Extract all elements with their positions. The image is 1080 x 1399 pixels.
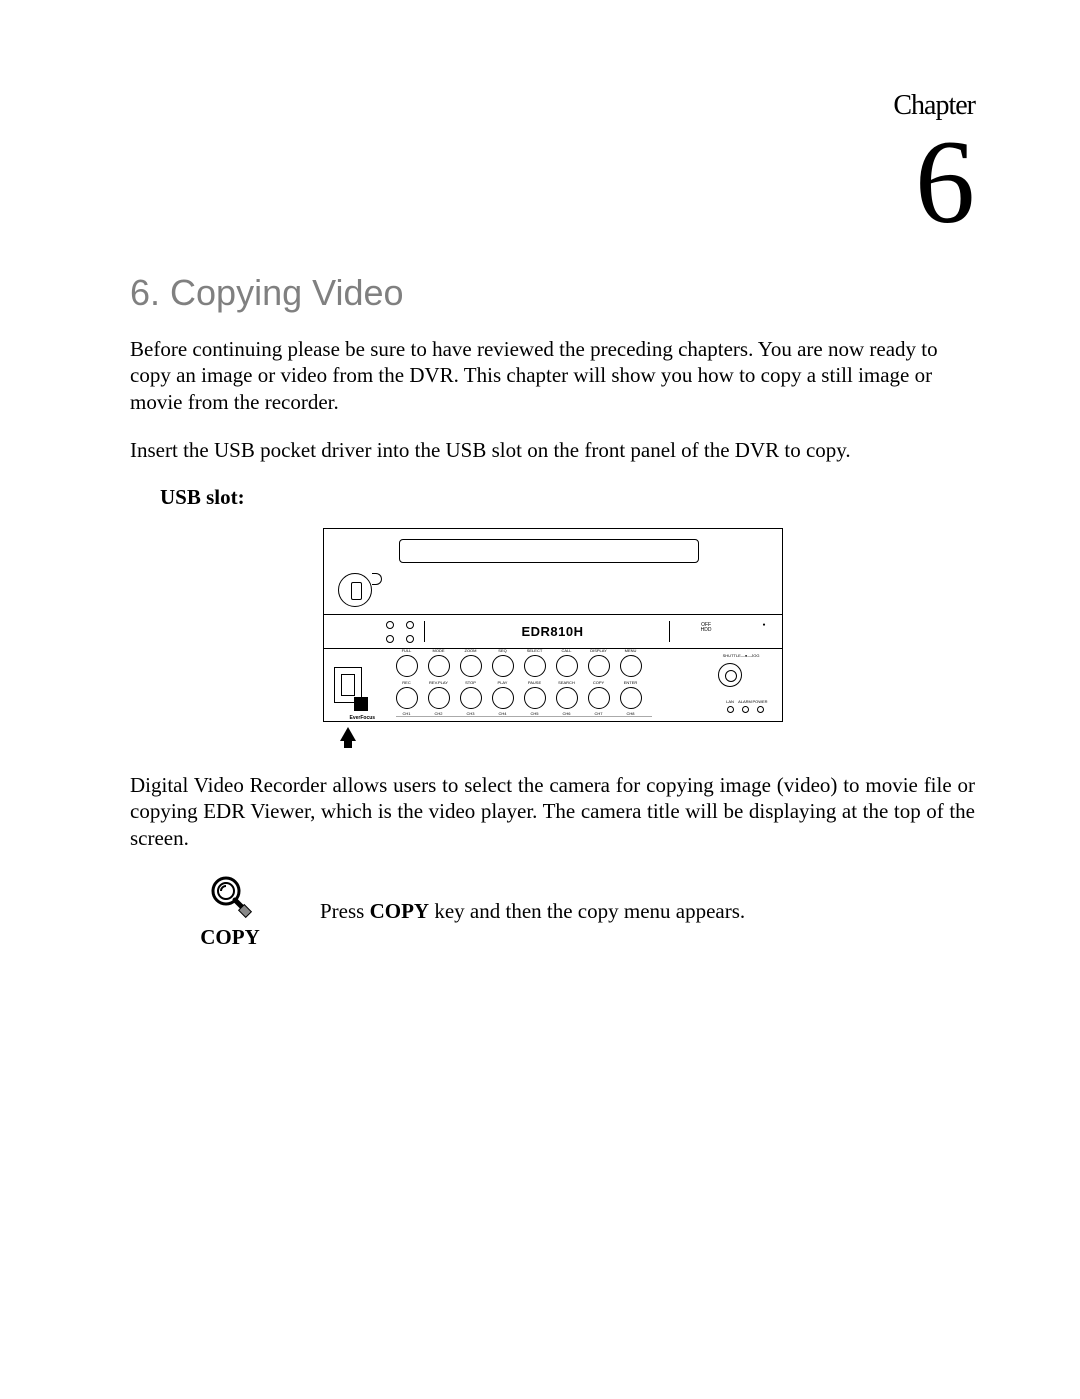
- magnifier-copy-icon: [206, 873, 254, 921]
- chapter-block: Chapter 6: [130, 90, 975, 242]
- model-number: EDR810H: [521, 624, 583, 639]
- panel-button-label: MENU: [625, 648, 637, 653]
- power-led-icon: POWER: [757, 706, 764, 713]
- panel-button-icon: RECCH1: [396, 687, 418, 709]
- panel-button-label: PLAY: [498, 680, 508, 685]
- led-label: LAN: [726, 699, 734, 704]
- panel-button-icon: SEARCHCH6: [556, 687, 578, 709]
- copy-instruction-text: Press COPY key and then the copy menu ap…: [320, 873, 745, 924]
- eject-arc-icon: [372, 573, 382, 585]
- panel-button-icon: FULL: [396, 655, 418, 677]
- copy-text-prefix: Press: [320, 899, 370, 923]
- panel-button-label: ZOOM: [465, 648, 477, 653]
- panel-button-icon: CALL: [556, 655, 578, 677]
- cd-tray-icon: [399, 539, 699, 563]
- button-row-1: FULL MODE ZOOM SEQ SELECT CALL DISPLAY M…: [396, 655, 642, 677]
- paragraph-intro: Before continuing please be sure to have…: [130, 336, 975, 415]
- mid-led-label: OFFHDD: [701, 623, 712, 633]
- copy-text-suffix: key and then the copy menu appears.: [429, 899, 745, 923]
- lan-led-icon: LAN: [727, 706, 734, 713]
- panel-button-label: CALL: [561, 648, 571, 653]
- panel-button-icon: MENU: [620, 655, 642, 677]
- button-row-2: RECCH1 REV.PLAYCH2 STOPCH3 PLAYCH4 PAUSE…: [396, 687, 642, 709]
- panel-button-icon: STOPCH3: [460, 687, 482, 709]
- copy-key-name: COPY: [370, 899, 430, 923]
- status-led-icon: [386, 635, 394, 643]
- dvr-cd-section: [324, 529, 782, 615]
- usb-port-inner-icon: EverFocus: [341, 674, 355, 696]
- copy-key-row: COPY Press COPY key and then the copy me…: [190, 873, 975, 950]
- copy-icon-column: COPY: [190, 873, 270, 950]
- divider-icon: [669, 621, 670, 642]
- jog-label: SHUTTLE—●—JOG: [723, 653, 760, 658]
- status-led-icon: [406, 621, 414, 629]
- section-heading: 6. Copying Video: [130, 272, 975, 314]
- panel-button-icon: SEQ: [492, 655, 514, 677]
- panel-button-icon: DISPLAY: [588, 655, 610, 677]
- led-label: ALARM: [738, 699, 752, 704]
- bottom-line-icon: [396, 716, 652, 717]
- brand-logo-icon: [354, 697, 368, 711]
- chapter-number: 6: [130, 122, 975, 242]
- paragraph-usb-instruction: Insert the USB pocket driver into the US…: [130, 437, 975, 463]
- brand-logo-text: EverFocus: [350, 715, 376, 721]
- panel-button-label: COPY: [593, 680, 604, 685]
- panel-button-icon: MODE: [428, 655, 450, 677]
- led-label: POWER: [752, 699, 767, 704]
- chapter-label: Chapter: [130, 90, 975, 122]
- paragraph-description: Digital Video Recorder allows users to s…: [130, 772, 975, 851]
- panel-button-label: MODE: [433, 648, 445, 653]
- panel-button-label: REV.PLAY: [429, 680, 448, 685]
- eject-button-icon: [338, 573, 372, 607]
- divider-icon: [424, 621, 425, 642]
- document-page: Chapter 6 6. Copying Video Before contin…: [0, 0, 1080, 1399]
- panel-button-label: SEQ: [498, 648, 506, 653]
- panel-button-icon: COPYCH7: [588, 687, 610, 709]
- panel-button-label: SEARCH: [558, 680, 575, 685]
- dvr-controls-section: EverFocus FULL MODE ZOOM SEQ SELECT CALL…: [324, 649, 782, 721]
- status-led-icon: [406, 635, 414, 643]
- usb-arrow-icon: [340, 727, 356, 741]
- copy-key-label: COPY: [200, 925, 260, 950]
- usb-slot-label: USB slot:: [160, 485, 975, 510]
- panel-button-label: DISPLAY: [590, 648, 607, 653]
- device-diagram-container: EDR810H OFFHDD ● EverFocus FULL MOD: [130, 528, 975, 722]
- status-leds: LAN ALARM POWER: [727, 706, 764, 713]
- alarm-led-icon: ALARM: [742, 706, 749, 713]
- status-led-icon: [386, 621, 394, 629]
- usb-port-icon: EverFocus: [334, 667, 362, 703]
- jog-dial-icon: [718, 663, 742, 687]
- panel-button-label: REC: [402, 680, 410, 685]
- button-rows: FULL MODE ZOOM SEQ SELECT CALL DISPLAY M…: [396, 655, 642, 709]
- panel-button-label: PAUSE: [528, 680, 541, 685]
- panel-button-label: ENTER: [624, 680, 638, 685]
- panel-button-label: STOP: [465, 680, 476, 685]
- panel-button-icon: PLAYCH4: [492, 687, 514, 709]
- panel-button-label: FULL: [402, 648, 412, 653]
- dvr-front-panel-diagram: EDR810H OFFHDD ● EverFocus FULL MOD: [323, 528, 783, 722]
- panel-button-label: SELECT: [527, 648, 543, 653]
- panel-button-icon: SELECT: [524, 655, 546, 677]
- mid-dot-icon: ●: [762, 623, 765, 628]
- panel-button-icon: REV.PLAYCH2: [428, 687, 450, 709]
- dvr-model-strip: EDR810H OFFHDD ●: [324, 615, 782, 649]
- panel-button-icon: PAUSECH5: [524, 687, 546, 709]
- panel-button-icon: ENTERCH8: [620, 687, 642, 709]
- panel-button-icon: ZOOM: [460, 655, 482, 677]
